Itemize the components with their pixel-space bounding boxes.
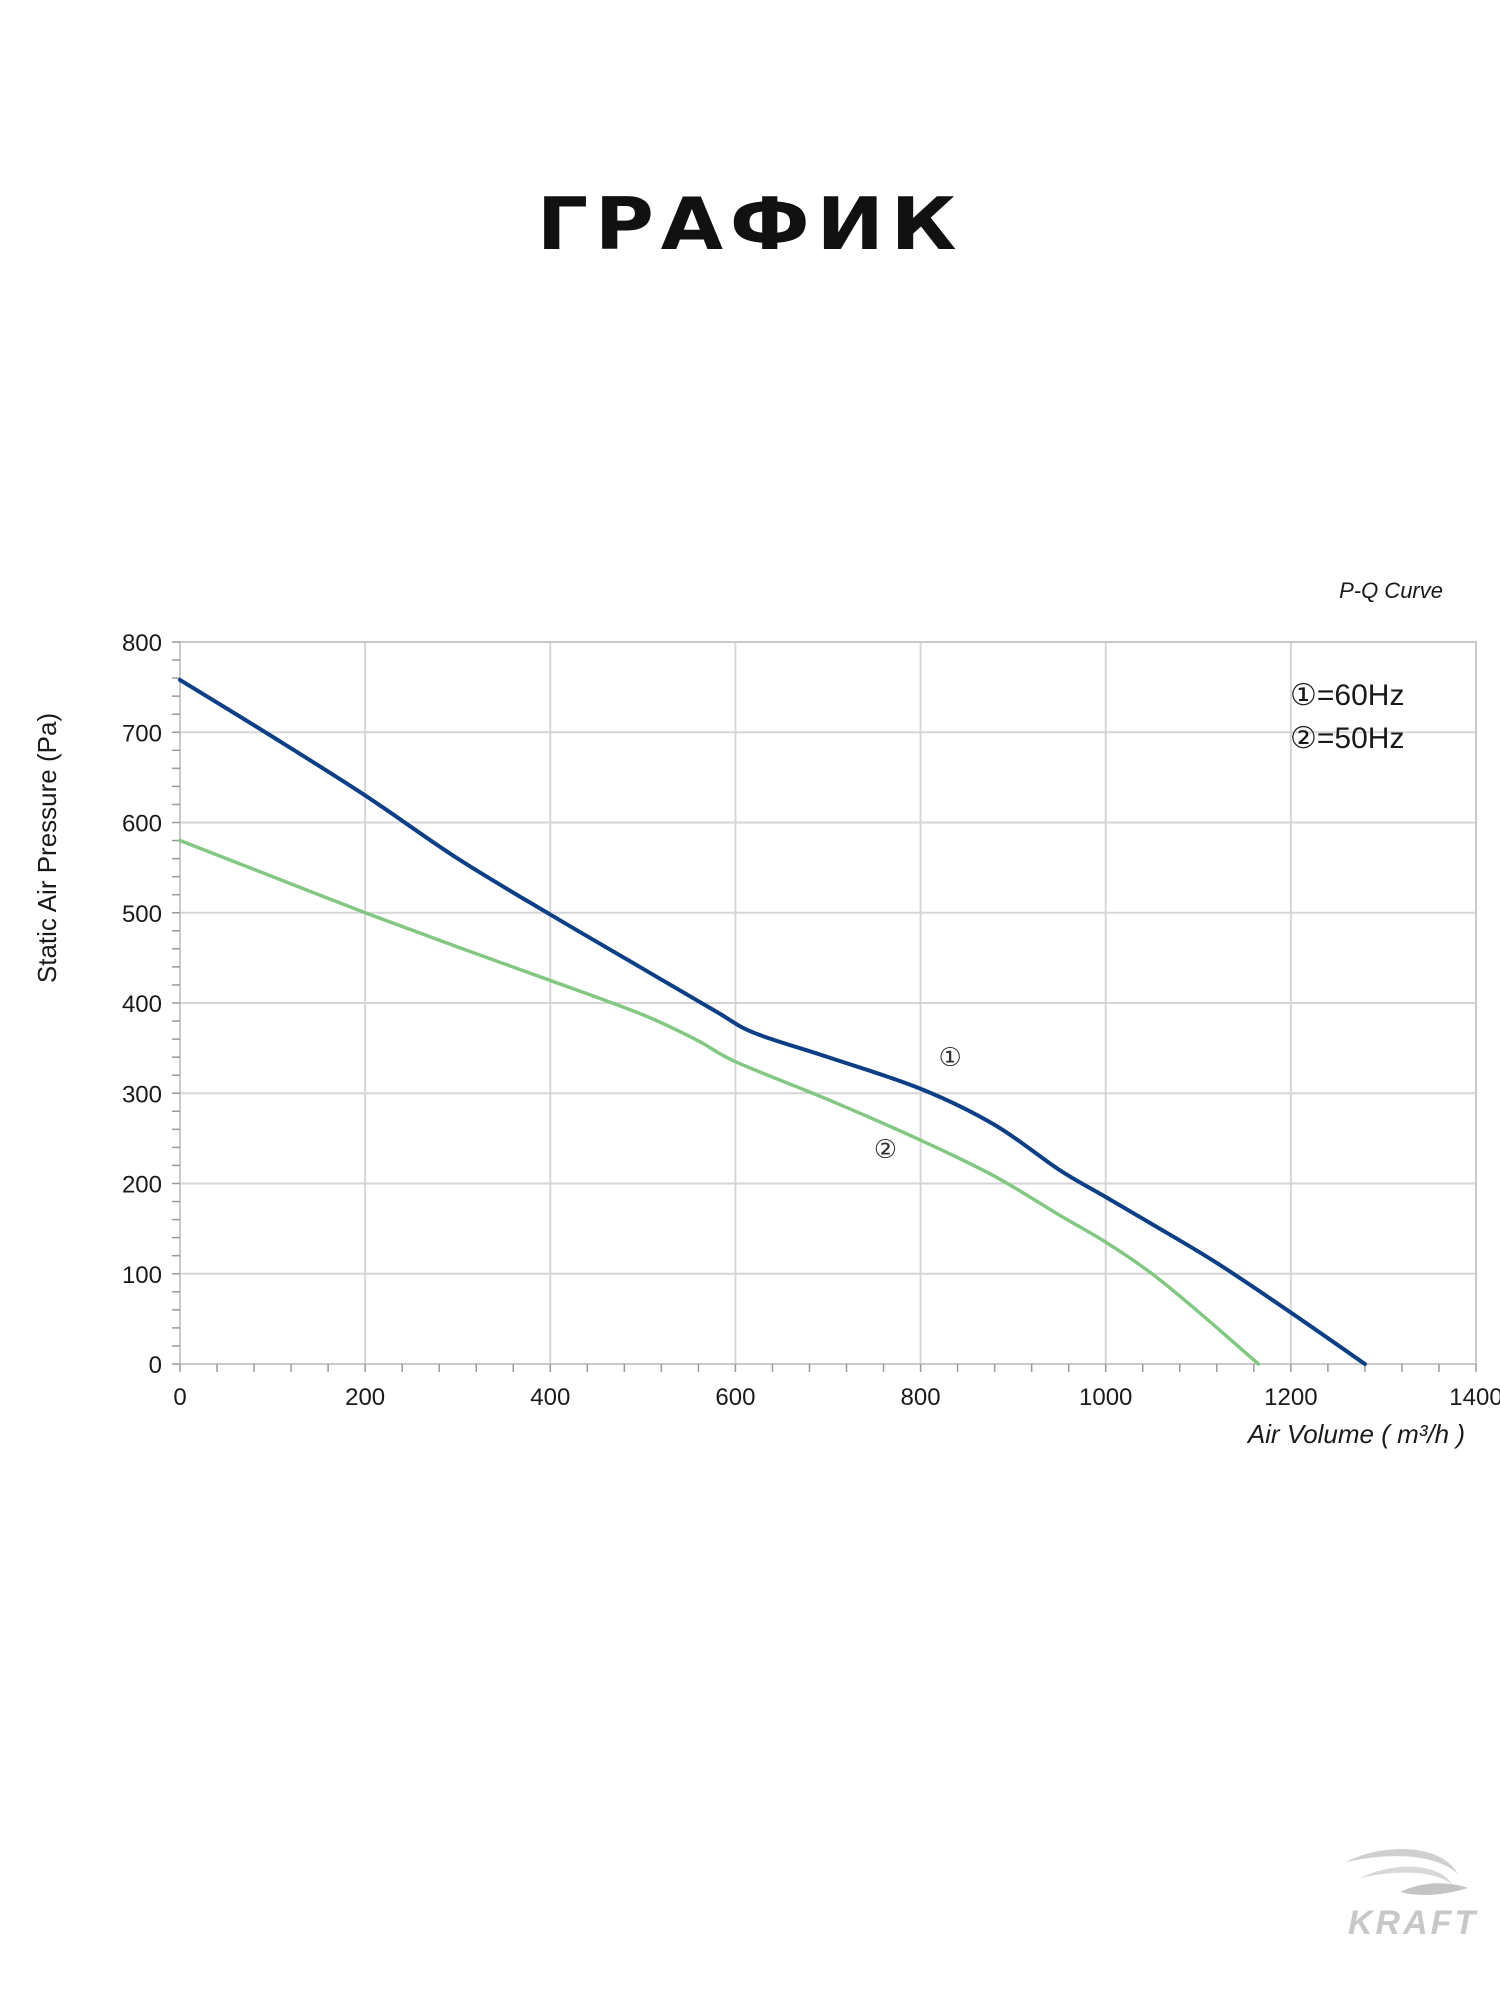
y-tick-label: 200: [122, 1172, 162, 1199]
x-tick-label: 200: [345, 1384, 385, 1411]
y-tick-label: 0: [149, 1352, 162, 1379]
x-tick-label: 0: [173, 1384, 186, 1411]
y-tick-label: 100: [122, 1262, 162, 1289]
minor-ticks: [172, 641, 1477, 1372]
wing-icon: [1346, 1849, 1468, 1895]
y-axis-label: Static Air Pressure (Pa): [32, 713, 62, 983]
chart-grid: [179, 641, 1477, 1365]
page-title: ГРАФИК: [536, 182, 964, 266]
y-tick-label: 300: [122, 1081, 162, 1108]
legend-60hz: ①=60Hz: [1290, 679, 1404, 712]
curve-marker-50hz: ②: [874, 1134, 897, 1164]
x-tick-label: 1200: [1264, 1384, 1317, 1411]
y-tick-label: 700: [122, 720, 162, 747]
series-layer: [178, 677, 1367, 1366]
tick-labels: 0 200 400 600 800 1000 1200 1400 0 100 200 300 400 50…: [122, 630, 1500, 1411]
y-tick-label: 800: [122, 630, 162, 657]
y-tick-label: 400: [122, 991, 162, 1018]
series-line-50hz: [178, 838, 1261, 1366]
x-tick-label: 1400: [1449, 1384, 1500, 1411]
x-tick-label: 600: [715, 1384, 755, 1411]
chart-title: P-Q Curve: [1339, 578, 1443, 603]
x-tick-label: 800: [901, 1384, 941, 1411]
x-tick-label: 1000: [1079, 1384, 1132, 1411]
y-tick-label: 500: [122, 901, 162, 928]
brand-logo: KRAFT: [1340, 1840, 1475, 1950]
series-line-60hz: [178, 677, 1367, 1366]
x-axis-label: Air Volume ( m³/h ): [1246, 1419, 1465, 1449]
brand-name: KRAFT: [1348, 1904, 1479, 1942]
curve-marker-60hz: ①: [939, 1042, 962, 1072]
annotations: ①②: [874, 1042, 962, 1164]
y-tick-label: 600: [122, 811, 162, 838]
x-tick-label: 400: [530, 1384, 570, 1411]
legend-50hz: ②=50Hz: [1290, 722, 1404, 755]
